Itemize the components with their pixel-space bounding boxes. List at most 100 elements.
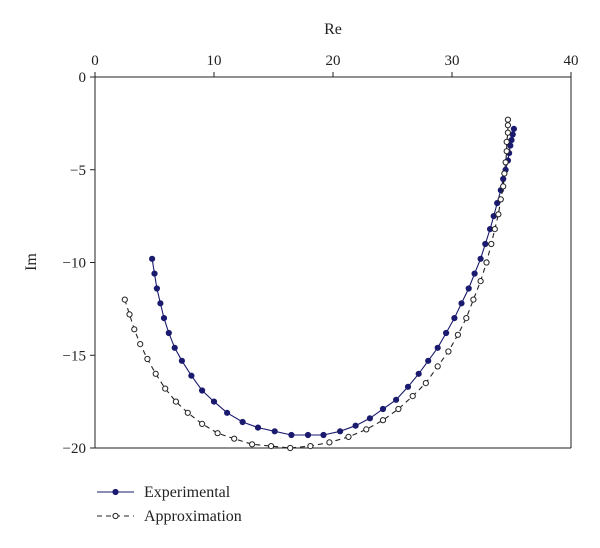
plot-series bbox=[121, 116, 518, 452]
data-point-approximation bbox=[495, 211, 502, 218]
data-point-experimental bbox=[451, 315, 458, 322]
data-point-approximation bbox=[126, 311, 133, 318]
data-point-approximation bbox=[131, 326, 138, 333]
data-point-experimental bbox=[254, 424, 262, 431]
data-point-experimental bbox=[149, 255, 156, 262]
x-tick-label: 0 bbox=[91, 53, 99, 69]
data-point-experimental bbox=[199, 387, 206, 394]
data-point-experimental bbox=[337, 428, 344, 435]
data-point-approximation bbox=[422, 380, 429, 387]
legend: Experimental Approximation bbox=[97, 484, 242, 525]
data-point-experimental bbox=[171, 344, 178, 351]
data-point-experimental bbox=[379, 405, 387, 413]
data-point-experimental bbox=[434, 344, 441, 351]
data-point-approximation bbox=[503, 148, 510, 155]
y-tick-label: −5 bbox=[70, 163, 86, 179]
data-point-approximation bbox=[501, 170, 508, 177]
data-point-approximation bbox=[162, 385, 169, 392]
data-point-approximation bbox=[504, 129, 511, 136]
data-point-experimental bbox=[188, 372, 195, 379]
y-tick-label: −20 bbox=[63, 441, 86, 457]
data-point-experimental bbox=[477, 255, 484, 262]
data-point-approximation bbox=[483, 259, 490, 266]
data-point-experimental bbox=[404, 383, 412, 390]
data-point-approximation bbox=[363, 426, 370, 433]
data-point-approximation bbox=[504, 116, 511, 123]
data-point-approximation bbox=[497, 196, 504, 203]
data-point-approximation bbox=[121, 296, 128, 303]
data-point-experimental bbox=[352, 422, 359, 429]
y-axis-title: Im bbox=[23, 253, 40, 271]
data-point-experimental bbox=[153, 285, 160, 292]
data-point-experimental bbox=[239, 418, 246, 426]
data-point-approximation bbox=[434, 363, 441, 370]
data-point-experimental bbox=[458, 300, 465, 307]
data-point-approximation bbox=[345, 433, 352, 440]
data-point-approximation bbox=[477, 278, 484, 285]
data-point-experimental bbox=[165, 329, 172, 337]
axes: 0 10 20 30 40 0 −5 −10 −15 −20 bbox=[63, 53, 579, 457]
data-point-experimental bbox=[320, 431, 327, 439]
data-point-experimental bbox=[425, 357, 432, 364]
data-point-experimental bbox=[494, 200, 501, 207]
data-point-experimental bbox=[288, 431, 295, 439]
x-tick-label: 20 bbox=[326, 53, 341, 69]
x-tick-label: 10 bbox=[207, 53, 222, 69]
data-point-approximation bbox=[500, 183, 507, 190]
data-point-approximation bbox=[470, 296, 477, 303]
data-point-experimental bbox=[482, 240, 489, 248]
data-point-approximation bbox=[454, 331, 461, 338]
data-point-approximation bbox=[445, 348, 452, 355]
data-point-approximation bbox=[326, 439, 333, 446]
data-point-experimental bbox=[271, 428, 278, 435]
data-point-approximation bbox=[504, 122, 511, 129]
data-point-experimental bbox=[178, 357, 185, 364]
x-axis-title: Re bbox=[324, 21, 342, 38]
data-point-experimental bbox=[160, 315, 168, 322]
y-tick-label: 0 bbox=[79, 70, 87, 86]
data-point-experimental bbox=[465, 285, 472, 292]
legend-label-approximation: Approximation bbox=[144, 508, 242, 525]
data-point-approximation bbox=[249, 441, 256, 448]
data-point-approximation bbox=[172, 398, 179, 405]
data-point-experimental bbox=[510, 125, 518, 132]
data-point-approximation bbox=[268, 443, 275, 450]
data-point-approximation bbox=[144, 355, 151, 363]
data-point-approximation bbox=[379, 417, 387, 424]
data-point-approximation bbox=[307, 443, 314, 450]
data-point-approximation bbox=[184, 409, 191, 416]
data-point-experimental bbox=[507, 142, 514, 149]
data-point-experimental bbox=[210, 398, 218, 405]
x-tick-label: 30 bbox=[445, 53, 460, 69]
data-point-approximation bbox=[137, 341, 144, 348]
data-point-approximation bbox=[502, 159, 509, 166]
data-point-approximation bbox=[214, 430, 221, 437]
data-point-experimental bbox=[366, 415, 373, 422]
data-point-approximation bbox=[231, 435, 238, 442]
data-point-approximation bbox=[488, 240, 495, 248]
series-approximation bbox=[121, 116, 511, 452]
series-experimental bbox=[149, 125, 518, 439]
series-line-experimental bbox=[151, 128, 515, 436]
data-point-approximation bbox=[463, 315, 470, 322]
data-point-experimental bbox=[393, 396, 400, 403]
data-point-approximation bbox=[199, 420, 206, 427]
data-point-approximation bbox=[503, 138, 510, 145]
data-point-experimental bbox=[471, 270, 478, 277]
data-point-experimental bbox=[151, 270, 158, 277]
y-tick-label: −10 bbox=[63, 256, 86, 272]
data-point-approximation bbox=[287, 444, 294, 452]
data-point-experimental bbox=[157, 300, 164, 307]
data-point-approximation bbox=[409, 393, 416, 400]
data-point-approximation bbox=[152, 370, 159, 377]
legend-swatch-marker-experimental bbox=[112, 488, 119, 496]
data-point-experimental bbox=[443, 329, 450, 337]
x-tick-label: 40 bbox=[564, 53, 579, 69]
data-point-approximation bbox=[491, 226, 498, 233]
data-point-experimental bbox=[415, 370, 422, 377]
legend-label-experimental: Experimental bbox=[144, 484, 231, 501]
data-point-approximation bbox=[395, 405, 402, 413]
data-point-experimental bbox=[224, 409, 231, 416]
legend-swatch-marker-approximation bbox=[112, 512, 119, 520]
